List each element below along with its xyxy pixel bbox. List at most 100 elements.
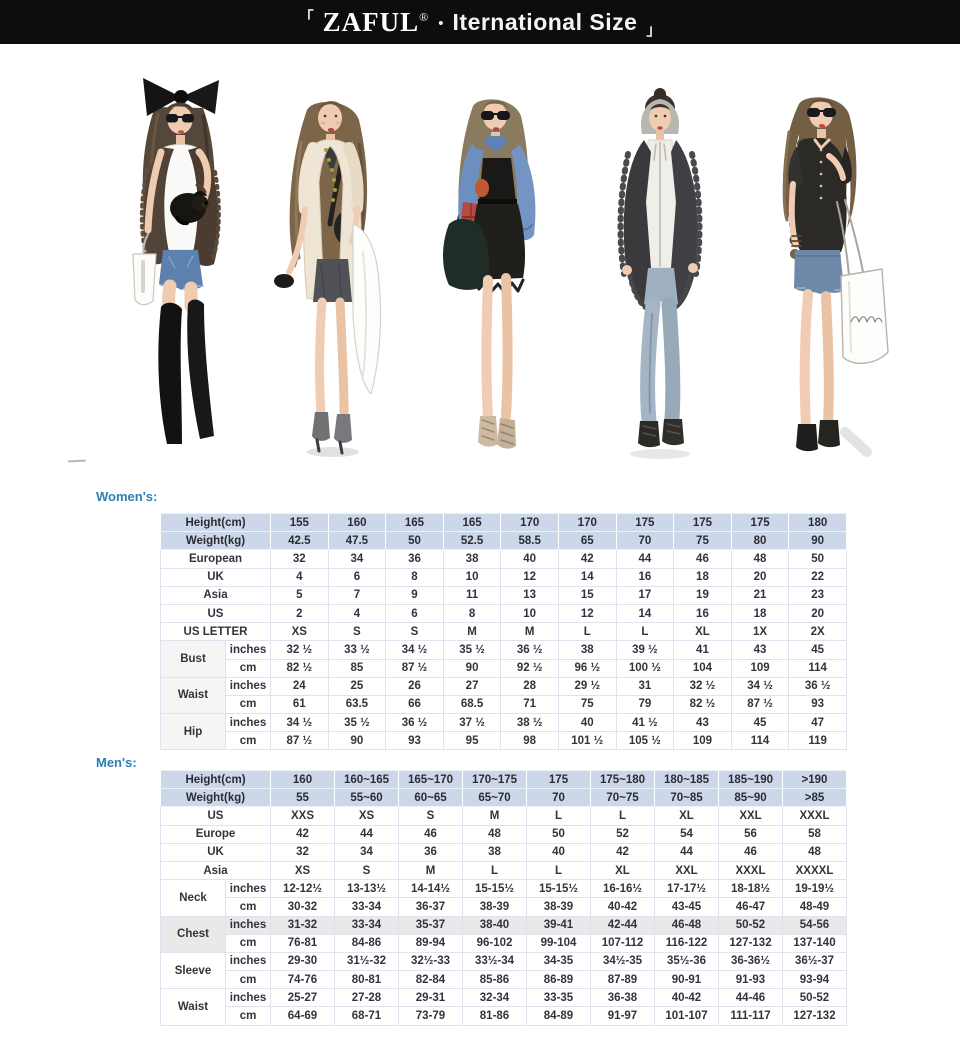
value-cell: 79: [615, 694, 675, 715]
value-cell: 75: [557, 694, 617, 715]
value-cell: 1X: [730, 622, 790, 642]
value-cell: 40-42: [654, 988, 719, 1008]
value-cell: 90-91: [654, 970, 719, 990]
value-cell: 38-39: [526, 897, 591, 917]
value-cell: 100 ½: [615, 658, 675, 678]
value-cell: XXXXL: [782, 860, 847, 881]
value-cell: 87-89: [590, 970, 655, 990]
value-cell: 34 ½: [270, 713, 329, 733]
value-cell: 12: [500, 567, 559, 587]
value-cell: 52.5: [442, 531, 502, 551]
value-cell: 70: [526, 788, 591, 808]
row-label-cell: UK: [160, 567, 271, 587]
row-label-cell: Height(cm): [160, 512, 271, 533]
value-cell: 12: [557, 603, 617, 624]
value-cell: 165~170: [398, 769, 463, 790]
value-cell: 114: [788, 658, 847, 678]
value-cell: 175: [730, 512, 790, 533]
value-cell: XXS: [270, 806, 335, 826]
value-cell: 44-46: [718, 988, 783, 1008]
value-cell: 96 ½: [557, 658, 617, 678]
value-cell: 46-47: [718, 897, 783, 917]
value-cell: 85-86: [462, 970, 527, 990]
sketch-dash-mark: [67, 459, 87, 463]
value-cell: 31: [615, 676, 675, 696]
row-label-cell: Weight(kg): [160, 788, 271, 808]
value-cell: 87 ½: [730, 694, 790, 715]
value-cell: 34-35: [526, 951, 591, 972]
row-label-cell: Hip: [160, 713, 226, 751]
value-cell: 44: [654, 842, 719, 862]
value-cell: 101 ½: [557, 731, 617, 751]
value-cell: 63.5: [327, 694, 387, 715]
value-cell: 92 ½: [500, 658, 559, 678]
value-cell: 50-52: [782, 988, 847, 1008]
value-cell: 86-89: [526, 970, 591, 990]
value-cell: 32: [270, 842, 335, 862]
value-cell: XS: [270, 622, 329, 642]
value-cell: XXXL: [782, 806, 847, 826]
value-cell: M: [462, 806, 527, 826]
value-cell: 89-94: [398, 933, 463, 953]
value-cell: 61: [270, 694, 329, 715]
value-cell: 35½-36: [654, 951, 719, 972]
unit-cell: cm: [225, 970, 271, 990]
value-cell: 33 ½: [327, 640, 387, 660]
row-label-cell: US: [160, 806, 271, 826]
value-cell: 105 ½: [615, 731, 675, 751]
value-cell: 107-112: [590, 933, 655, 953]
value-cell: 22: [788, 567, 847, 587]
value-cell: 26: [385, 676, 444, 696]
page-title: Iternational Size: [452, 8, 638, 35]
value-cell: 114: [730, 731, 790, 751]
value-cell: XXXL: [718, 860, 783, 881]
value-cell: 82-84: [398, 970, 463, 990]
row-label-cell: Neck: [160, 879, 226, 917]
value-cell: XL: [673, 622, 732, 642]
value-cell: 8: [442, 603, 502, 624]
value-cell: 175~180: [590, 769, 655, 790]
value-cell: 185~190: [718, 769, 783, 790]
value-cell: 36 ½: [385, 713, 444, 733]
value-cell: 34: [334, 842, 399, 862]
value-cell: 21: [730, 585, 790, 605]
value-cell: 95: [442, 731, 502, 751]
value-cell: 80-81: [334, 970, 399, 990]
value-cell: M: [398, 860, 463, 881]
value-cell: 47: [788, 713, 847, 733]
value-cell: 9: [385, 585, 444, 605]
value-cell: 55: [270, 788, 335, 808]
value-cell: 165: [385, 512, 444, 533]
value-cell: 36: [385, 549, 444, 569]
fashion-illustrations: [0, 44, 960, 484]
illustration-girl-denim-jacket-dress: [415, 52, 575, 472]
value-cell: 64-69: [270, 1006, 335, 1026]
row-label-cell: Sleeve: [160, 951, 226, 990]
value-cell: 16: [673, 603, 732, 624]
value-cell: S: [385, 622, 444, 642]
value-cell: 90: [327, 731, 387, 751]
value-cell: 119: [788, 731, 847, 751]
illustration-girl-bow-puppy: [95, 52, 280, 472]
value-cell: >190: [782, 769, 847, 790]
value-cell: 66: [385, 694, 444, 715]
value-cell: 87 ½: [385, 658, 444, 678]
value-cell: 33-34: [334, 897, 399, 917]
value-cell: 170: [557, 512, 617, 533]
value-cell: 42.5: [270, 531, 329, 551]
value-cell: 32: [270, 549, 329, 569]
value-cell: 35 ½: [442, 640, 502, 660]
value-cell: 46-48: [654, 915, 719, 935]
value-cell: 44: [615, 549, 675, 569]
value-cell: L: [557, 622, 617, 642]
value-cell: XL: [654, 806, 719, 826]
value-cell: 116-122: [654, 933, 719, 953]
value-cell: 82 ½: [673, 694, 732, 715]
bullet-separator-icon: •: [438, 14, 444, 32]
value-cell: 6: [385, 603, 444, 624]
value-cell: 19-19½: [782, 879, 847, 899]
value-cell: 56: [718, 824, 783, 844]
row-label-cell: Waist: [160, 676, 226, 715]
value-cell: 38-39: [462, 897, 527, 917]
value-cell: 48: [782, 842, 847, 862]
